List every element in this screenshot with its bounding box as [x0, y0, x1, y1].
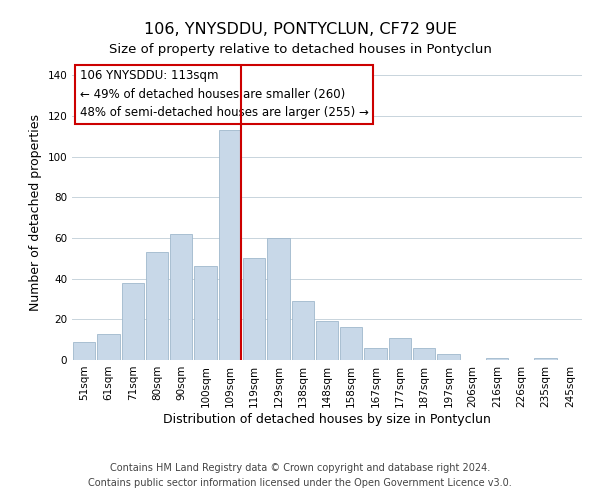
Y-axis label: Number of detached properties: Number of detached properties	[29, 114, 42, 311]
Bar	[486, 358, 508, 360]
Bar	[218, 130, 241, 360]
Bar	[122, 282, 144, 360]
Bar	[535, 358, 557, 360]
Bar	[97, 334, 119, 360]
Bar	[194, 266, 217, 360]
Text: Contains HM Land Registry data © Crown copyright and database right 2024.
Contai: Contains HM Land Registry data © Crown c…	[88, 462, 512, 487]
Bar	[73, 342, 95, 360]
Bar	[437, 354, 460, 360]
Bar	[292, 301, 314, 360]
Text: 106, YNYSDDU, PONTYCLUN, CF72 9UE: 106, YNYSDDU, PONTYCLUN, CF72 9UE	[143, 22, 457, 38]
Bar	[243, 258, 265, 360]
Bar	[267, 238, 290, 360]
Bar	[389, 338, 411, 360]
Bar	[146, 252, 168, 360]
Bar	[364, 348, 387, 360]
Bar	[413, 348, 436, 360]
Text: 106 YNYSDDU: 113sqm
← 49% of detached houses are smaller (260)
48% of semi-detac: 106 YNYSDDU: 113sqm ← 49% of detached ho…	[80, 70, 368, 119]
Text: Size of property relative to detached houses in Pontyclun: Size of property relative to detached ho…	[109, 42, 491, 56]
Bar	[170, 234, 193, 360]
X-axis label: Distribution of detached houses by size in Pontyclun: Distribution of detached houses by size …	[163, 412, 491, 426]
Bar	[340, 328, 362, 360]
Bar	[316, 322, 338, 360]
